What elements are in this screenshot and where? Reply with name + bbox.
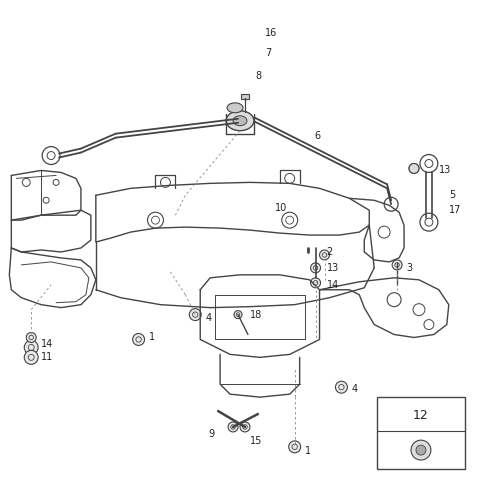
- Circle shape: [288, 441, 300, 453]
- Ellipse shape: [226, 111, 254, 131]
- Text: 4: 4: [205, 312, 211, 323]
- Circle shape: [240, 422, 250, 432]
- Circle shape: [132, 334, 144, 346]
- Text: 8: 8: [255, 71, 261, 81]
- Text: 2: 2: [326, 247, 333, 257]
- Ellipse shape: [227, 103, 243, 113]
- Text: 11: 11: [41, 352, 53, 362]
- Circle shape: [409, 163, 419, 173]
- Ellipse shape: [233, 116, 247, 126]
- Circle shape: [320, 250, 329, 260]
- Text: 5: 5: [449, 190, 455, 200]
- Circle shape: [228, 422, 238, 432]
- Text: 1: 1: [148, 333, 155, 343]
- Text: 18: 18: [250, 309, 262, 320]
- Circle shape: [411, 440, 431, 460]
- Text: 14: 14: [41, 340, 53, 349]
- Text: 1: 1: [305, 446, 311, 456]
- Text: 16: 16: [265, 28, 277, 38]
- Bar: [377, 397, 465, 469]
- Circle shape: [189, 309, 201, 321]
- Circle shape: [311, 263, 321, 273]
- Circle shape: [234, 311, 242, 319]
- Text: 15: 15: [250, 436, 262, 446]
- Text: 17: 17: [449, 205, 461, 215]
- Circle shape: [336, 381, 348, 393]
- Text: 12: 12: [413, 408, 429, 422]
- Bar: [241, 94, 249, 99]
- Circle shape: [26, 333, 36, 343]
- Text: 13: 13: [326, 263, 339, 273]
- Text: 9: 9: [208, 429, 214, 439]
- Circle shape: [311, 278, 321, 288]
- Text: 14: 14: [326, 280, 339, 290]
- Text: 6: 6: [314, 131, 321, 141]
- Text: 10: 10: [275, 203, 287, 213]
- Circle shape: [392, 260, 402, 270]
- Circle shape: [24, 350, 38, 364]
- Circle shape: [409, 163, 419, 173]
- Text: 3: 3: [406, 263, 412, 273]
- Text: 13: 13: [439, 165, 451, 175]
- Circle shape: [416, 445, 426, 455]
- Circle shape: [24, 341, 38, 354]
- Text: 4: 4: [351, 384, 358, 394]
- Text: 7: 7: [265, 48, 271, 58]
